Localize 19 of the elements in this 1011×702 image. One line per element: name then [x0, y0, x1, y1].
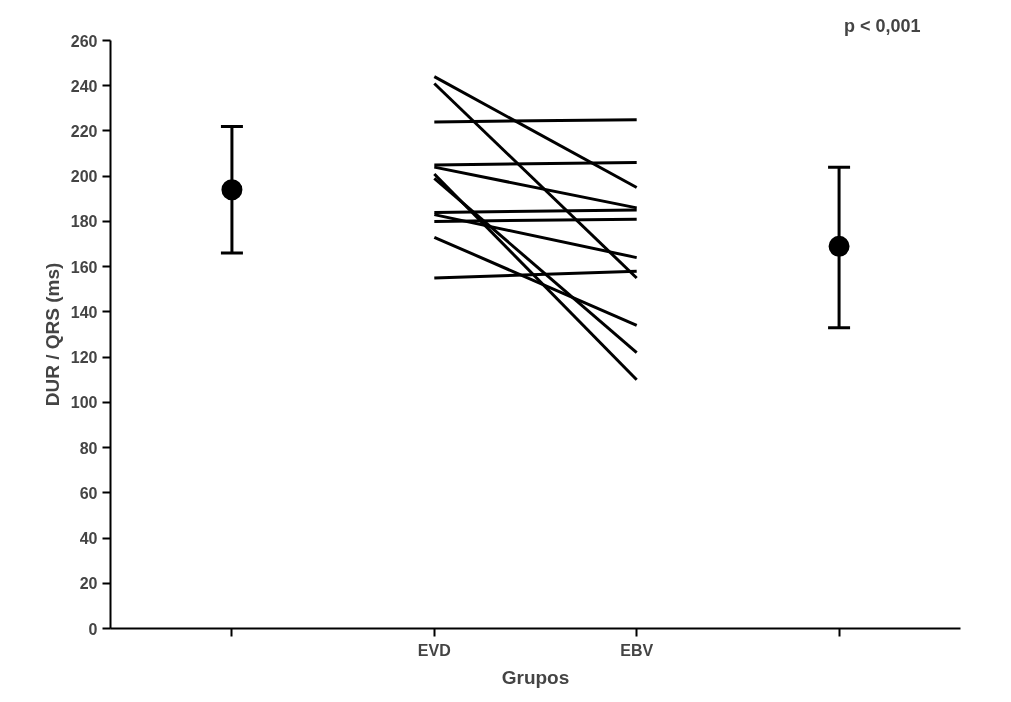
x-tick-label: EBV — [620, 641, 654, 659]
y-tick-label: 180 — [70, 213, 98, 231]
y-axis-title: DUR / QRS (ms) — [41, 262, 63, 407]
y-tick-label: 200 — [70, 168, 98, 186]
y-tick-label: 120 — [70, 349, 98, 367]
y-tick-label: 40 — [79, 530, 98, 548]
y-tick-label: 0 — [88, 620, 98, 638]
y-tick-label: 100 — [70, 394, 98, 412]
y-tick-label: 160 — [70, 258, 98, 276]
y-tick-label: 240 — [70, 77, 98, 95]
y-tick-label: 60 — [79, 484, 98, 502]
y-tick-label: 220 — [70, 122, 98, 140]
y-tick-label: 260 — [70, 32, 98, 50]
y-tick-label: 140 — [70, 303, 98, 321]
y-tick-label: 80 — [79, 439, 98, 457]
text: p < 0,001 — [843, 15, 921, 36]
x-axis-title: Grupos — [501, 666, 570, 688]
x-tick-label: EVD — [417, 641, 451, 659]
y-tick-label: 20 — [79, 575, 98, 593]
